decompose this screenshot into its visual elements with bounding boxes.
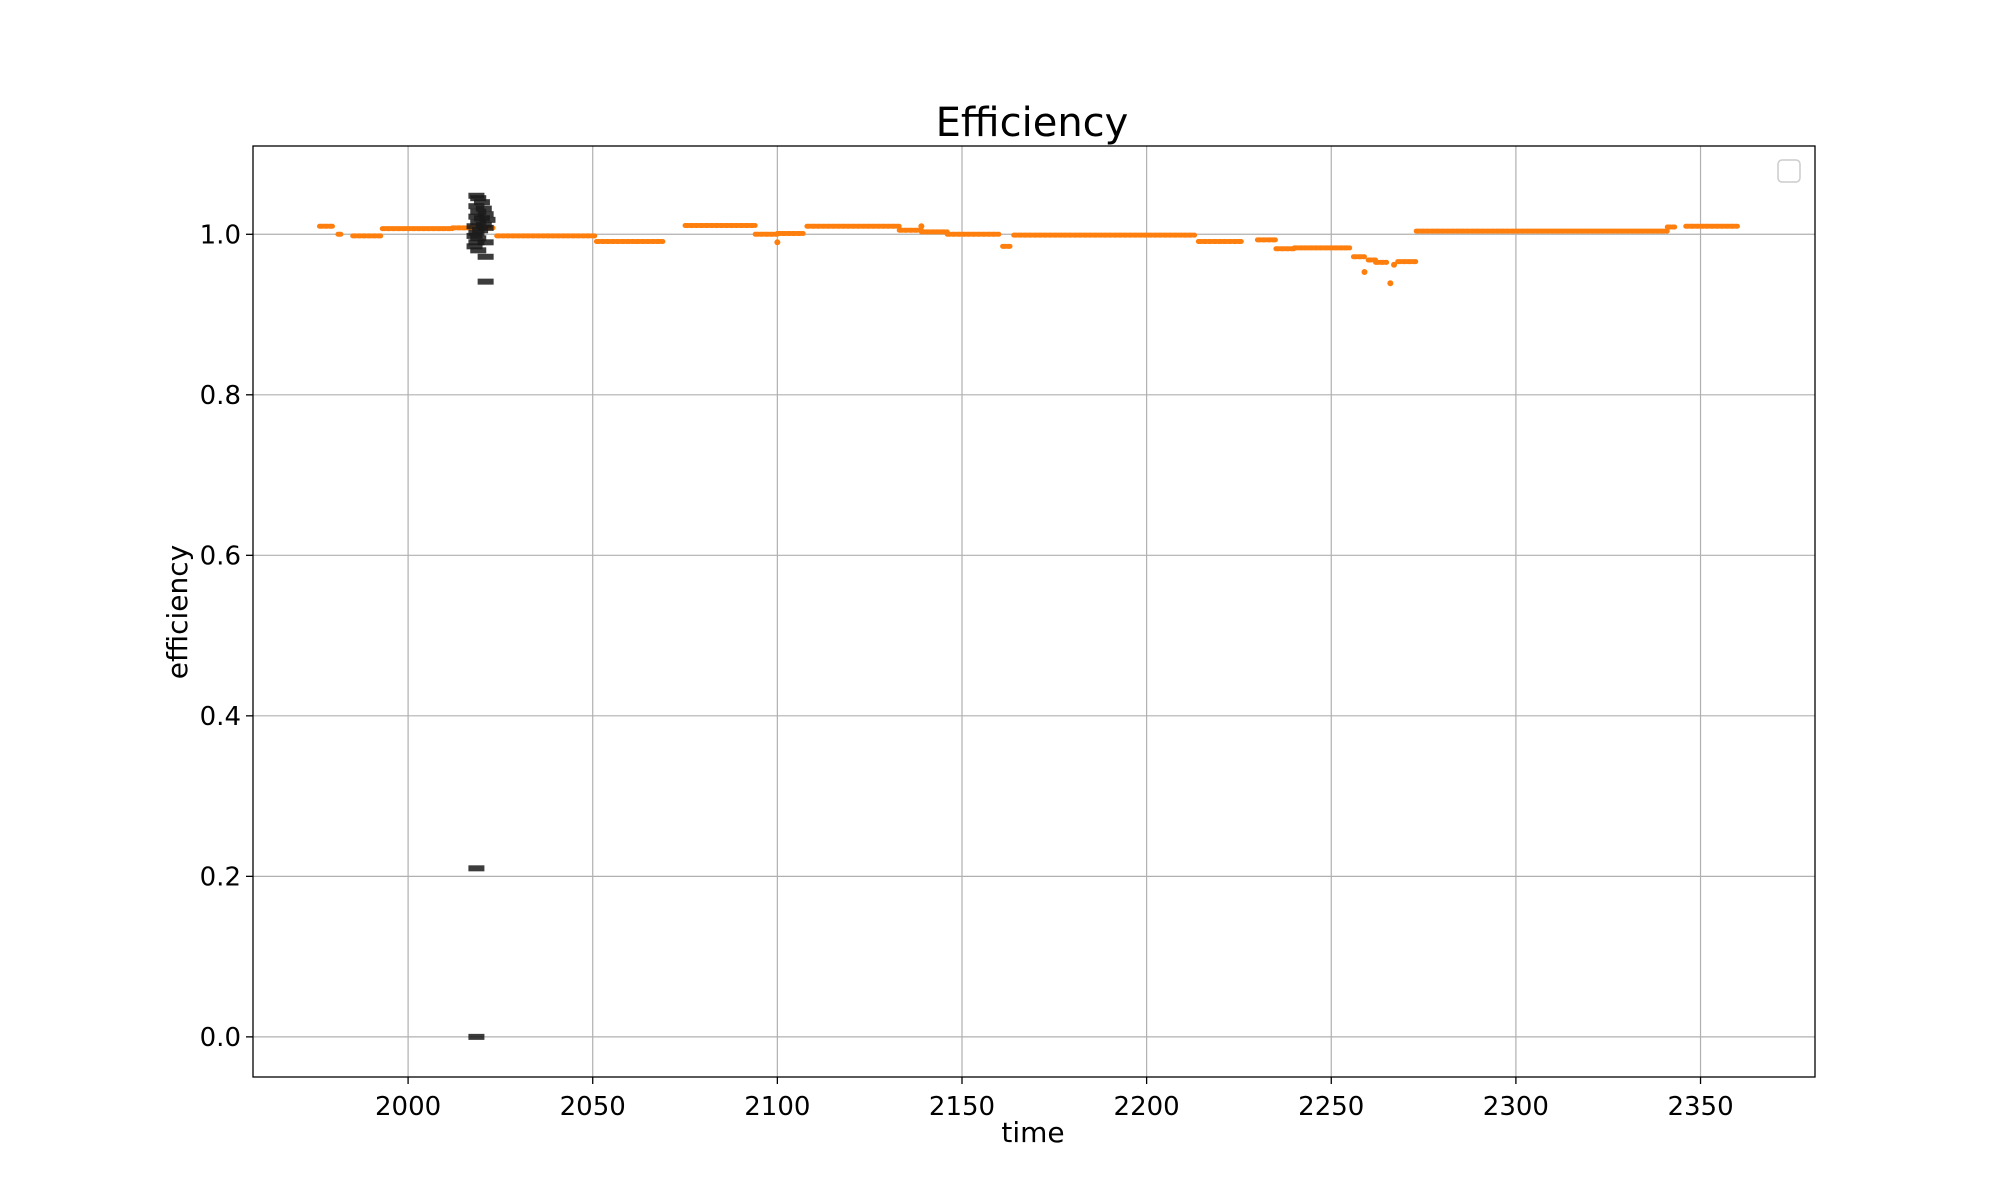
y-axis-label: efficiency	[161, 545, 194, 679]
efficiency-point-dark	[477, 211, 494, 218]
x-tick-label: 2300	[1483, 1092, 1549, 1122]
efficiency-point	[1387, 280, 1394, 287]
efficiency-point-dark	[466, 223, 483, 230]
efficiency-point-dark	[479, 216, 496, 223]
y-tick-label: 0.8	[200, 381, 241, 411]
efficiency-point-dark	[470, 195, 487, 202]
x-tick-label: 2150	[929, 1092, 995, 1122]
y-tick-label: 0.6	[200, 541, 241, 571]
efficiency-point-dark	[470, 235, 487, 242]
chart-title: Efficiency	[936, 100, 1129, 146]
efficiency-point-dark	[477, 278, 494, 285]
plot-area	[316, 192, 1740, 1040]
x-tick-label: 2350	[1667, 1092, 1733, 1122]
x-tick-label: 2250	[1298, 1092, 1364, 1122]
y-tick-label: 0.2	[200, 862, 241, 892]
efficiency-point-dark	[477, 239, 494, 246]
efficiency-point-dark	[475, 205, 492, 212]
efficiency-point-dark	[475, 221, 492, 228]
efficiency-point	[1391, 261, 1398, 268]
axes-frame	[252, 145, 1816, 1078]
efficiency-point-dark	[468, 239, 485, 246]
axis-ticks: 2000 2050 2100 2150 2200 2250 2300 2350 0.0 0.2 0.…	[200, 220, 1734, 1122]
grid-lines	[253, 146, 1815, 1077]
efficiency-point-dark	[477, 253, 494, 260]
x-tick-label: 2050	[560, 1092, 626, 1122]
efficiency-point	[1361, 269, 1368, 276]
efficiency-point-dark	[468, 865, 485, 872]
x-tick-label: 2200	[1114, 1092, 1180, 1122]
x-tick-label: 2000	[375, 1092, 441, 1122]
y-tick-label: 0.4	[200, 702, 241, 732]
efficiency-point-dark	[470, 247, 487, 254]
x-axis-label: time	[1001, 1116, 1064, 1149]
y-tick-label: 0.0	[200, 1023, 241, 1053]
efficiency-point	[774, 239, 781, 246]
x-tick-label: 2100	[744, 1092, 810, 1122]
legend-box	[1777, 159, 1801, 183]
efficiency-point-dark	[468, 1033, 485, 1040]
efficiency-point	[918, 223, 925, 230]
efficiency-point-dark	[468, 229, 485, 236]
efficiency-point-dark	[473, 199, 490, 206]
y-tick-label: 1.0	[200, 220, 241, 250]
efficiency-point-dark	[466, 243, 483, 250]
